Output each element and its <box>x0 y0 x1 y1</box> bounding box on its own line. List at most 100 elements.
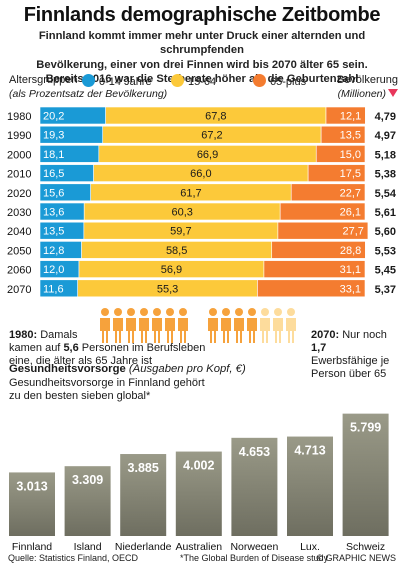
data-label: 26,1 <box>340 207 361 219</box>
country-label: Norwegen <box>230 541 278 550</box>
year-label: 1990 <box>7 130 31 142</box>
footnote: *The Global Burden of Disease study <box>180 553 329 563</box>
subtitle-line: Finnland kommt immer mehr unter Druck ei… <box>38 30 366 57</box>
data-label: 60,3 <box>171 207 192 219</box>
data-label: 13,5 <box>43 226 64 238</box>
bar-segment-old <box>257 279 366 298</box>
country-label: Island <box>74 541 102 550</box>
data-label: 56,9 <box>161 264 182 276</box>
person-body-icon <box>260 318 270 343</box>
note-2070-text-c: Person über 65 <box>311 368 387 380</box>
legend-item-old: 65-plus <box>253 74 306 88</box>
population-value: 5,38 <box>375 169 396 181</box>
spending-bar <box>120 454 167 536</box>
data-label: 12,8 <box>43 245 64 257</box>
spending-value: 4.653 <box>239 445 270 459</box>
person-body-icon <box>100 318 110 343</box>
person-body-icon <box>247 318 257 343</box>
people-icons <box>100 308 296 343</box>
legend-label-young: 0-14 Jahre <box>99 76 152 88</box>
data-label: 31,1 <box>340 264 361 276</box>
population-value: 4,97 <box>375 130 396 142</box>
spending-bar <box>287 436 333 536</box>
data-label: 59,7 <box>170 226 191 238</box>
year-label: 2050 <box>7 245 31 257</box>
data-label: 61,7 <box>180 187 201 199</box>
spending-value: 3.013 <box>16 479 47 493</box>
note-1980-year: 1980: <box>9 329 38 341</box>
spending-bar <box>342 413 389 536</box>
health-description-line: zu den besten sieben global* <box>9 390 151 402</box>
spending-value: 3.885 <box>128 461 159 475</box>
person-body-icon <box>221 318 231 343</box>
population-value: 5,18 <box>375 149 396 161</box>
data-label: 11,6 <box>43 283 64 295</box>
bar-segment-old <box>290 183 366 202</box>
credit: © GRAPHIC NEWS <box>316 553 396 563</box>
data-label: 27,7 <box>343 226 364 238</box>
spending-bar <box>231 437 278 536</box>
data-label: 55,3 <box>157 283 178 295</box>
data-label: 22,7 <box>340 187 361 199</box>
bar-segment-old <box>307 164 366 182</box>
legend-item-young: 0-14 Jahre <box>82 74 152 88</box>
health-description: Gesundheitsvorsorge in Finnland gehört z… <box>9 377 209 403</box>
health-title-text: Gesundheitsvorsorge <box>9 363 126 375</box>
legend-label-working: 15-64 <box>188 76 217 88</box>
health-unit: (Ausgaben pro Kopf, €) <box>128 363 246 375</box>
person-body-icon <box>178 318 188 343</box>
data-label: 33,1 <box>340 283 361 295</box>
population-value: 5,37 <box>375 284 396 296</box>
spending-bar <box>64 466 111 536</box>
spending-value: 3.309 <box>72 473 103 487</box>
person-head-icon <box>179 308 187 316</box>
data-label: 13,5 <box>340 130 361 142</box>
data-label: 66,9 <box>197 149 218 161</box>
year-label: 2060 <box>7 265 31 277</box>
legend-swatch-working <box>171 74 184 87</box>
bar-segment-old <box>325 106 366 125</box>
subtitle: Finnland kommt immer mehr unter Druck ei… <box>4 29 400 87</box>
year-label: 2010 <box>7 169 31 181</box>
person-head-icon <box>101 308 109 316</box>
population-value: 5,54 <box>375 188 397 200</box>
population-value: 4,79 <box>375 111 396 123</box>
source: Quelle: Statistics Finland, OECD <box>8 553 139 563</box>
bar-segment-old <box>279 202 366 221</box>
country-label: Australien <box>175 541 222 550</box>
data-label: 13,6 <box>43 207 64 219</box>
year-label: 2020 <box>7 188 31 200</box>
note-2070-year: 2070: <box>311 329 340 341</box>
year-label: 2000 <box>7 149 31 161</box>
population-value: 5,60 <box>375 226 396 238</box>
legend-title: Altersgruppen <box>9 74 78 86</box>
legend-item-working: 15-64 <box>171 74 216 88</box>
person-body-icon <box>165 318 175 343</box>
person-head-icon <box>261 308 269 316</box>
year-label: 2040 <box>7 226 31 238</box>
data-label: 17,5 <box>340 168 361 180</box>
legend-label-old: 65-plus <box>270 76 307 88</box>
spending-bar <box>9 472 55 536</box>
population-value: 5,61 <box>375 207 396 219</box>
person-body-icon <box>273 318 283 343</box>
person-body-icon <box>113 318 123 343</box>
person-body-icon <box>139 318 149 343</box>
person-head-icon <box>248 308 256 316</box>
note-2070-text-b: Ewerbsfähige je <box>311 355 390 367</box>
data-label: 19,3 <box>43 130 64 142</box>
legend-swatch-old <box>253 74 266 87</box>
population-value: 5,53 <box>375 245 396 257</box>
note-2070-ratio: 1,7 <box>311 342 327 354</box>
person-head-icon <box>127 308 135 316</box>
spending-bar <box>175 451 222 536</box>
note-2070: 2070: Nur noch 1,7 Ewerbsfähige je Perso… <box>311 329 403 381</box>
data-label: 58,5 <box>166 245 187 257</box>
health-spending-chart: 3.013 Finnland 3.309 Island 3.885 Niederlande… <box>9 413 389 550</box>
person-head-icon <box>140 308 148 316</box>
year-label: 2070 <box>7 284 31 296</box>
population-unit: (Millionen) <box>337 88 386 100</box>
health-description-line: Gesundheitsvorsorge in Finnland gehört <box>9 377 205 389</box>
person-body-icon <box>234 318 244 343</box>
year-label: 1980 <box>7 111 31 123</box>
